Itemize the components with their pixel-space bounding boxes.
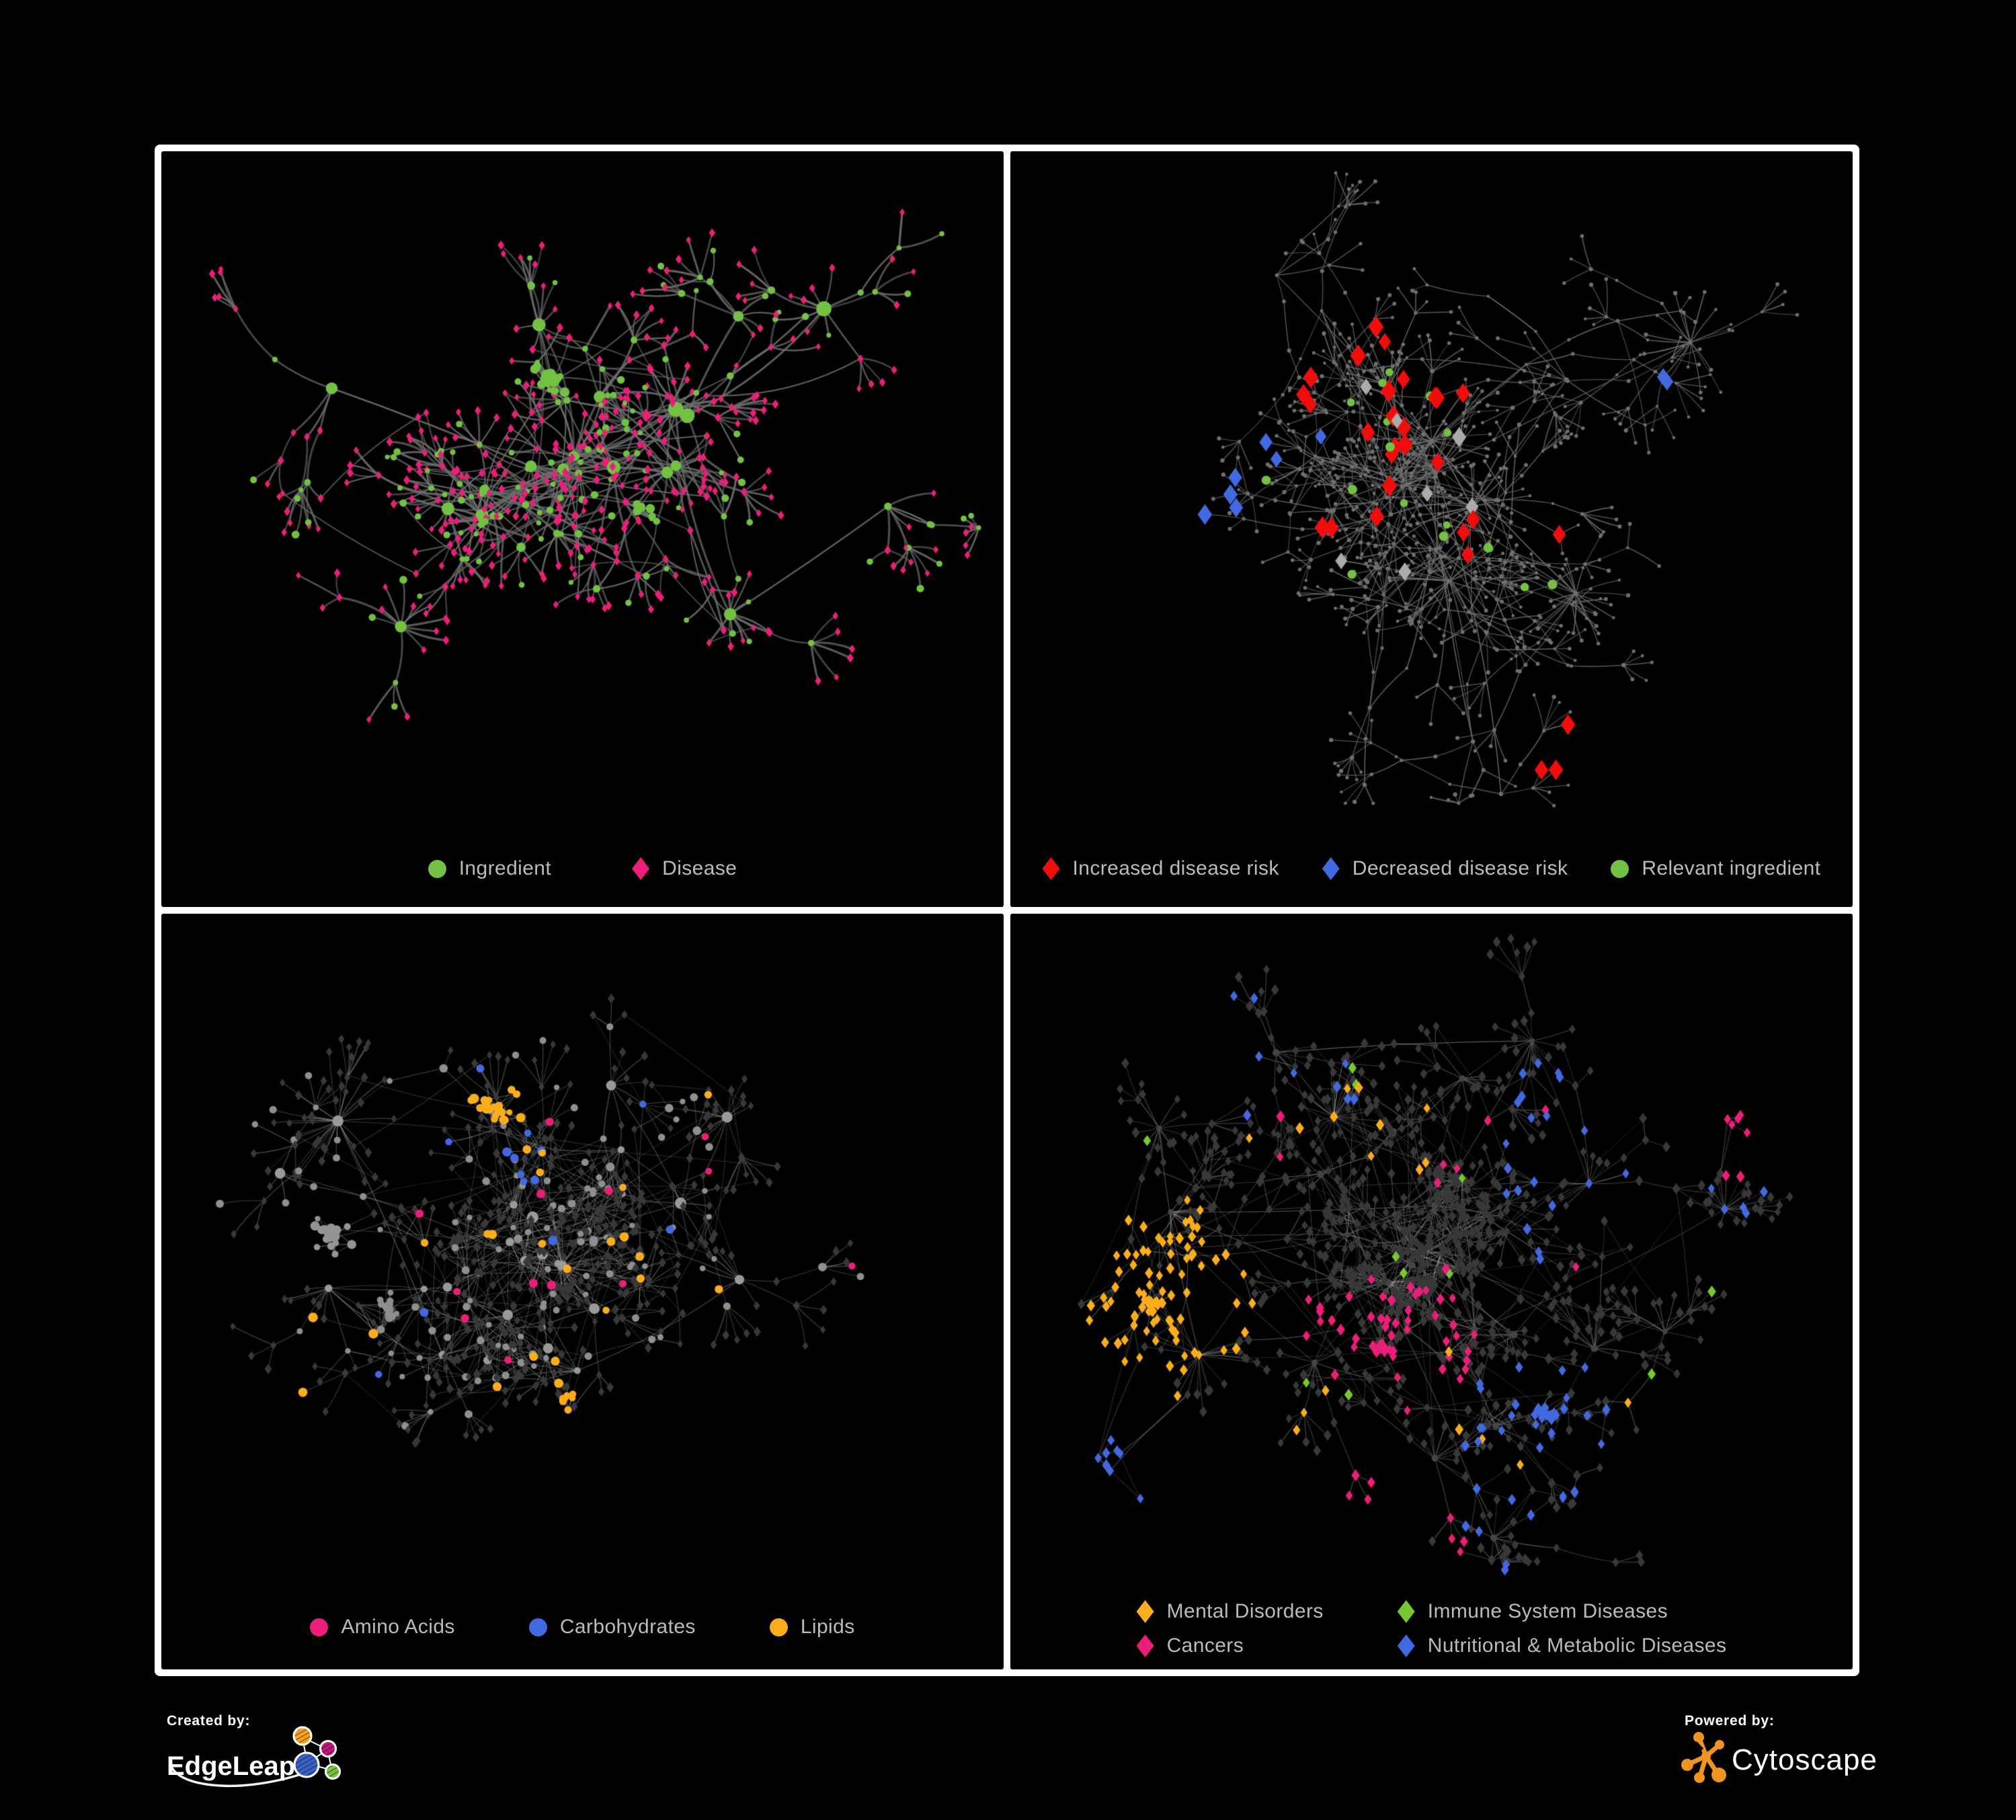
diamond-marker <box>1397 1634 1415 1657</box>
circle-marker <box>310 1618 329 1636</box>
diamond-marker <box>1136 1600 1154 1623</box>
edgeleap-logo: EdgeLeap <box>167 1726 341 1787</box>
cytoscape-logo: Cytoscape <box>1681 1732 1878 1783</box>
legend-item-relevant-ingredient: Relevant ingredient <box>1611 857 1820 880</box>
disease-risk-network-canvas <box>1010 151 1853 907</box>
edgeleap-network-nodes <box>292 1726 341 1780</box>
legend-item-cancers: Cancers <box>1136 1634 1324 1657</box>
legend-label: Mental Disorders <box>1166 1600 1324 1622</box>
diamond-marker <box>1136 1634 1154 1657</box>
legend-label: Decreased disease risk <box>1352 857 1568 879</box>
diamond-marker <box>1397 1600 1415 1623</box>
nutrient-classes-network-canvas <box>161 914 1004 1669</box>
panel-disease-risk: Increased disease risk Decreased disease … <box>1010 151 1853 907</box>
diamond-marker <box>1322 857 1340 880</box>
legend-label: Lipids <box>800 1616 855 1638</box>
panel-ingredient-disease: Ingredient Disease <box>161 151 1004 907</box>
legend-item-immune-system-diseases: Immune System Diseases <box>1397 1600 1727 1623</box>
legend-label: Relevant ingredient <box>1642 857 1821 879</box>
circle-marker <box>769 1618 788 1636</box>
ingredient-disease-network-canvas <box>161 151 1004 907</box>
disease-risk-legend: Increased disease risk Decreased disease … <box>1010 857 1853 880</box>
panel-grid: Ingredient Disease Increased disease risk… <box>155 145 1859 1676</box>
circle-marker <box>428 859 446 878</box>
legend-item-nutritional-metabolic-diseases: Nutritional & Metabolic Diseases <box>1397 1634 1727 1657</box>
legend-item-increased-disease-risk: Increased disease risk <box>1042 857 1279 880</box>
powered-by-label: Powered by: <box>1685 1713 1775 1729</box>
legend-item-amino-acids: Amino Acids <box>310 1616 454 1638</box>
legend-item-decreased-disease-risk: Decreased disease risk <box>1322 857 1568 880</box>
circle-marker <box>1611 859 1629 878</box>
nutrient-classes-legend: Amino Acids Carbohydrates Lipids <box>161 1616 1004 1638</box>
legend-label: Amino Acids <box>341 1616 455 1638</box>
legend-label: Nutritional & Metabolic Diseases <box>1427 1634 1727 1657</box>
legend-label: Carbohydrates <box>559 1616 696 1638</box>
edgeleap-swoosh <box>169 1757 308 1787</box>
legend-item-ingredient: Ingredient <box>428 857 551 880</box>
legend-label: Disease <box>662 857 737 879</box>
legend-label: Cancers <box>1166 1634 1244 1657</box>
created-by-label: Created by: <box>167 1713 251 1729</box>
legend-label: Ingredient <box>458 857 552 879</box>
panel-disease-classes: Mental Disorders Immune System Diseases Ca… <box>1010 914 1853 1669</box>
legend-label: Increased disease risk <box>1072 857 1279 879</box>
cytoscape-logo-text: Cytoscape <box>1732 1743 1878 1776</box>
cytoscape-icon-notch <box>1689 1741 1704 1756</box>
legend-label: Immune System Diseases <box>1427 1600 1668 1622</box>
ingredient-disease-legend: Ingredient Disease <box>161 857 1004 880</box>
legend-item-disease: Disease <box>632 857 737 880</box>
legend-item-carbohydrates: Carbohydrates <box>528 1616 696 1638</box>
cytoscape-credit: Cytoscape <box>1678 1729 1880 1790</box>
panel-nutrient-classes: Amino Acids Carbohydrates Lipids <box>161 914 1004 1669</box>
cytoscape-icon-nodes <box>1681 1732 1726 1783</box>
diamond-marker <box>632 857 650 880</box>
legend-item-lipids: Lipids <box>769 1616 855 1638</box>
circle-marker <box>528 1618 547 1636</box>
edgeleap-logo-text: EdgeLeap <box>167 1751 295 1781</box>
legend-item-mental-disorders: Mental Disorders <box>1136 1600 1324 1623</box>
disease-classes-network-canvas <box>1010 914 1853 1669</box>
edgeleap-credit: EdgeLeap <box>164 1723 386 1807</box>
diamond-marker <box>1042 857 1060 880</box>
disease-classes-legend: Mental Disorders Immune System Diseases Ca… <box>1010 1600 1853 1657</box>
